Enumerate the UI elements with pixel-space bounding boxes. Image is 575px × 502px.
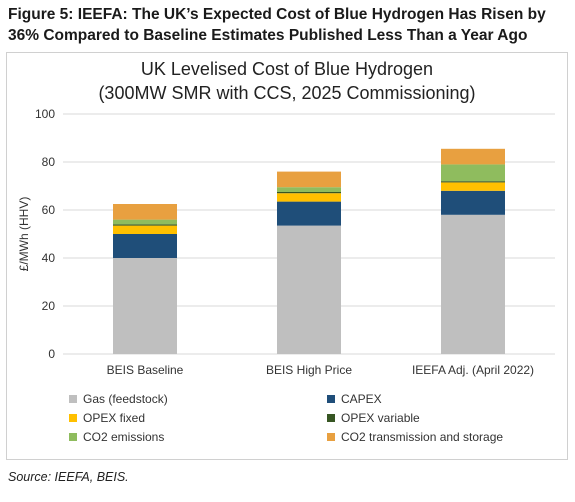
chart-frame: UK Levelised Cost of Blue Hydrogen (300M… (6, 52, 568, 460)
bar-capex-2 (277, 201, 341, 226)
stacked-bar-chart: 0 20 40 60 80 100 £/MWh (HHV) BEIS Baseline BEIS… (17, 107, 555, 444)
figure-title: Figure 5: IEEFA: The UK’s Expected Cost … (8, 4, 568, 46)
x-tick-label: BEIS High Price (266, 363, 352, 377)
y-tick-label: 0 (48, 347, 55, 361)
bar-co2-transmission-and-storage-1 (113, 204, 177, 220)
legend-label-co2-transmission-and-storage: CO2 transmission and storage (341, 430, 503, 444)
y-tick-label: 100 (35, 107, 55, 121)
bar-co2-transmission-and-storage-2 (277, 171, 341, 188)
legend-label-capex: CAPEX (341, 392, 382, 406)
legend-label-co2-emissions: CO2 emissions (83, 430, 164, 444)
legend-swatch-gas-feedstock (69, 395, 77, 403)
bar-co2-emissions-1 (113, 219, 177, 225)
legend-label-gas-feedstock: Gas (feedstock) (83, 392, 168, 406)
x-tick-label: BEIS Baseline (107, 363, 184, 377)
legend-swatch-co2-emissions (69, 433, 77, 441)
legend-label-opex-fixed: OPEX fixed (83, 411, 145, 425)
bar-co2-transmission-and-storage-3 (441, 148, 505, 165)
legend-swatch-co2-transmission-and-storage (327, 433, 335, 441)
bar-opex-variable-3 (441, 181, 505, 183)
y-tick-label: 40 (42, 251, 56, 265)
y-tick-label: 20 (42, 299, 56, 313)
bar-gas-feedstock-2 (277, 225, 341, 354)
y-tick-label: 60 (42, 203, 56, 217)
x-tick-label: IEEFA Adj. (April 2022) (412, 363, 534, 377)
y-tick-label: 80 (42, 155, 56, 169)
bar-capex-1 (113, 234, 177, 258)
bar-opex-fixed-3 (441, 182, 505, 191)
chart-subtitle: (300MW SMR with CCS, 2025 Commissioning) (98, 83, 476, 103)
figure-title-line-2: 36% Compared to Baseline Estimates Publi… (8, 27, 528, 44)
figure-title-line-1: Figure 5: IEEFA: The UK’s Expected Cost … (8, 6, 546, 23)
legend-swatch-capex (327, 395, 335, 403)
legend-label-opex-variable: OPEX variable (341, 411, 420, 425)
bar-opex-fixed-2 (277, 193, 341, 202)
y-axis-label: £/MWh (HHV) (17, 197, 31, 272)
chart-title: UK Levelised Cost of Blue Hydrogen (140, 59, 434, 79)
bar-gas-feedstock-3 (441, 214, 505, 354)
bar-opex-fixed-1 (113, 225, 177, 234)
bar-opex-variable-2 (277, 192, 341, 194)
source-note: Source: IEEFA, BEIS. (8, 470, 129, 484)
bar-opex-variable-1 (113, 224, 177, 226)
legend-swatch-opex-variable (327, 414, 335, 422)
legend-swatch-opex-fixed (69, 414, 77, 422)
bar-capex-3 (441, 190, 505, 215)
bar-gas-feedstock-1 (113, 258, 177, 354)
bar-co2-emissions-3 (441, 164, 505, 182)
bar-co2-emissions-2 (277, 187, 341, 192)
